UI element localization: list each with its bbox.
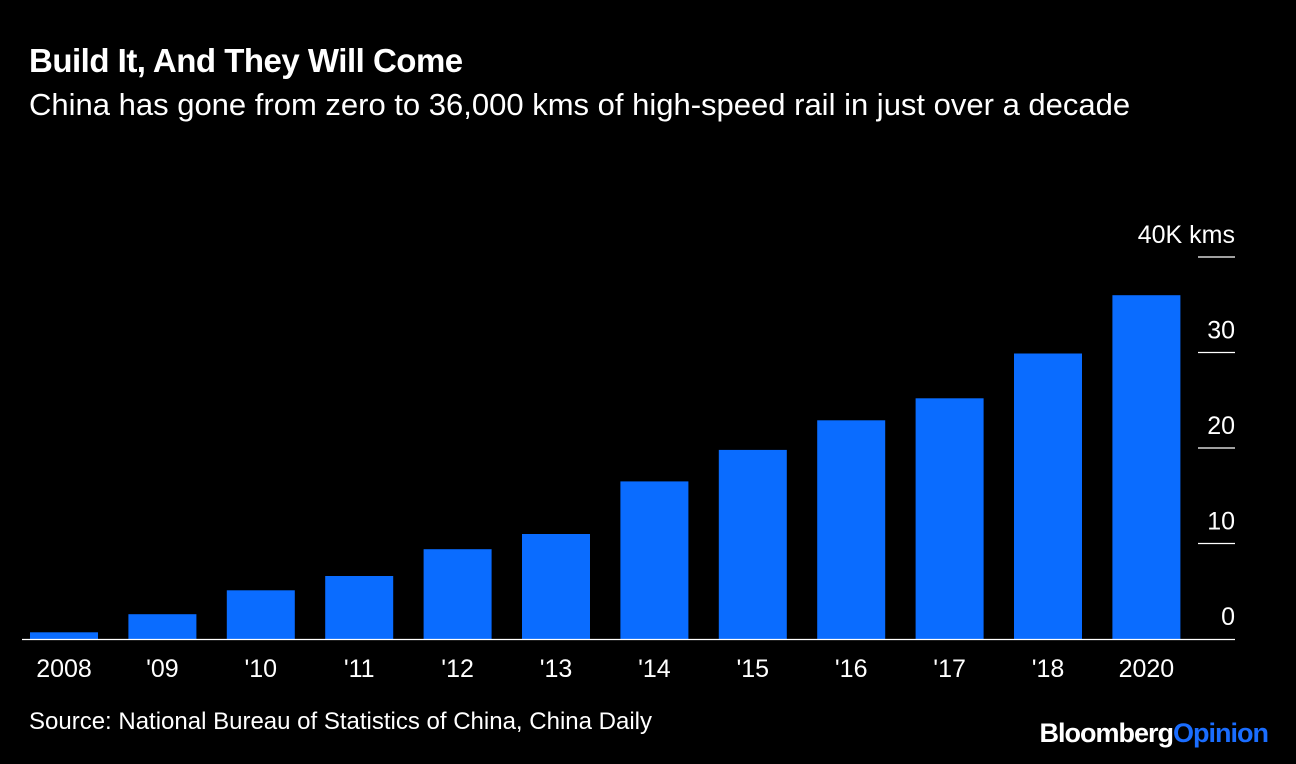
bar-3 (325, 576, 394, 639)
bar-5 (522, 534, 590, 639)
brand-logo: BloombergOpinion (1040, 718, 1269, 749)
bar-10 (1014, 353, 1082, 639)
bars-group (30, 295, 1181, 639)
y-axis: 0 10 20 30 40K kms (1138, 221, 1235, 631)
bar-0 (30, 632, 98, 639)
brand-secondary: Opinion (1173, 718, 1269, 748)
y-tick-label: 10 (1207, 508, 1235, 536)
x-tick-label: '16 (835, 655, 868, 683)
y-tick-label: 20 (1207, 412, 1235, 440)
bar-4 (423, 549, 492, 639)
x-tick-label: '18 (1032, 655, 1065, 683)
x-axis: 2008 '09 '10 '11 '12 '13 '14 '15 '16 '17 '18 2020 (22, 638, 1235, 683)
x-tick-label: '14 (638, 655, 671, 683)
y-tick-label: 30 (1207, 317, 1235, 345)
source-note: Source: National Bureau of Statistics of… (29, 708, 652, 735)
bar-11 (1112, 295, 1181, 639)
x-tick-label: '09 (146, 655, 179, 683)
x-tick-label: '17 (933, 655, 966, 683)
x-tick-label: 2008 (36, 655, 92, 683)
bar-8 (817, 420, 886, 639)
x-tick-label: '12 (441, 655, 474, 683)
x-tick-label: '11 (344, 655, 375, 683)
bar-1 (128, 614, 197, 639)
x-tick-label: '13 (540, 655, 573, 683)
bar-7 (718, 449, 787, 639)
brand-primary: Bloomberg (1039, 718, 1175, 748)
bar-9 (915, 398, 984, 639)
bar-6 (620, 481, 689, 639)
x-tick-label: '15 (737, 655, 770, 683)
chart-title: Build It, And They Will Come (29, 42, 463, 79)
y-tick-label: 40K kms (1138, 221, 1235, 249)
x-tick-label: 2020 (1119, 655, 1175, 683)
chart-subtitle: China has gone from zero to 36,000 kms o… (29, 87, 1131, 122)
bar-2 (226, 590, 295, 639)
x-tick-label: '10 (245, 655, 278, 683)
y-tick-label: 0 (1221, 603, 1235, 631)
